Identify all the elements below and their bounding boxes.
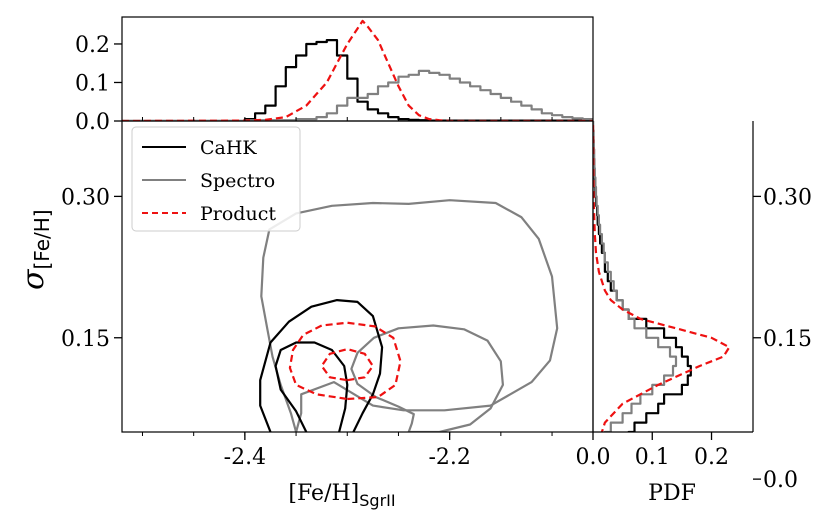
right-x-tick-label-0: 0.0 bbox=[576, 445, 611, 470]
right-y-tick-label-1: 0.15 bbox=[763, 327, 812, 352]
spectro-contour-0 bbox=[350, 324, 504, 432]
product-contour-4 bbox=[288, 321, 402, 401]
product-contour-5 bbox=[320, 348, 374, 382]
top-y-ticks: 0.0 0.1 0.2 bbox=[75, 33, 553, 135]
right-y-ticks: 0.0 0.15 0.30 bbox=[753, 185, 812, 493]
right-x-tick-label-2: 0.2 bbox=[694, 445, 729, 470]
legend: CaHK Spectro Product bbox=[131, 126, 301, 232]
right-panel: 0.0 0.1 0.2 0.0 0.15 0.30 PDF bbox=[576, 121, 812, 506]
top-product-series bbox=[122, 19, 593, 121]
right-y-tick-label-2: 0.30 bbox=[763, 185, 812, 210]
right-product-series bbox=[593, 121, 731, 432]
top-panel: 0.0 0.1 0.2 bbox=[75, 16, 594, 135]
main-y-tick-label-1: 0.30 bbox=[61, 185, 110, 210]
main-y-tick-label-0: 0.15 bbox=[61, 327, 110, 352]
main-x-ticks: -2.4 -2.2 bbox=[141, 432, 553, 470]
top-frame bbox=[121, 16, 594, 122]
top-histograms bbox=[122, 19, 593, 121]
main-panel: -2.4 -2.2 0.15 0.30 [Fe/H]SgrII σ[Fe/H] bbox=[16, 120, 594, 510]
top-spectro-series bbox=[122, 69, 593, 121]
top-y-tick-label-1: 0.1 bbox=[75, 71, 110, 96]
top-cahk-series bbox=[122, 39, 593, 121]
cahk-contour-3 bbox=[274, 341, 349, 432]
main-x-tick-label-1: -2.2 bbox=[428, 445, 470, 470]
right-x-ticks: 0.0 0.1 0.2 bbox=[576, 432, 729, 470]
top-y-tick-label-2: 0.2 bbox=[75, 33, 110, 58]
main-contours bbox=[259, 199, 559, 432]
cahk-contour-2 bbox=[259, 299, 384, 432]
right-y-tick-label-0: 0.0 bbox=[763, 468, 798, 493]
legend-spectro-label: Spectro bbox=[200, 170, 275, 192]
legend-product-label: Product bbox=[200, 203, 276, 225]
legend-cahk-label: CaHK bbox=[200, 137, 257, 159]
legend-frame bbox=[131, 126, 301, 232]
top-y-tick-label-0: 0.0 bbox=[75, 110, 110, 135]
spectro-contour-1 bbox=[260, 199, 559, 432]
main-y-axis-label: σ[Fe/H] bbox=[16, 209, 54, 290]
right-x-tick-label-1: 0.1 bbox=[635, 445, 670, 470]
right-cahk-series bbox=[593, 121, 692, 432]
right-histograms bbox=[593, 121, 731, 432]
right-spectro-series bbox=[593, 121, 678, 432]
main-x-tick-label-0: -2.4 bbox=[224, 445, 266, 470]
right-x-axis-label: PDF bbox=[648, 481, 696, 506]
main-y-ticks: 0.15 0.30 bbox=[61, 185, 122, 352]
main-x-axis-label: [Fe/H]SgrII bbox=[288, 481, 395, 510]
